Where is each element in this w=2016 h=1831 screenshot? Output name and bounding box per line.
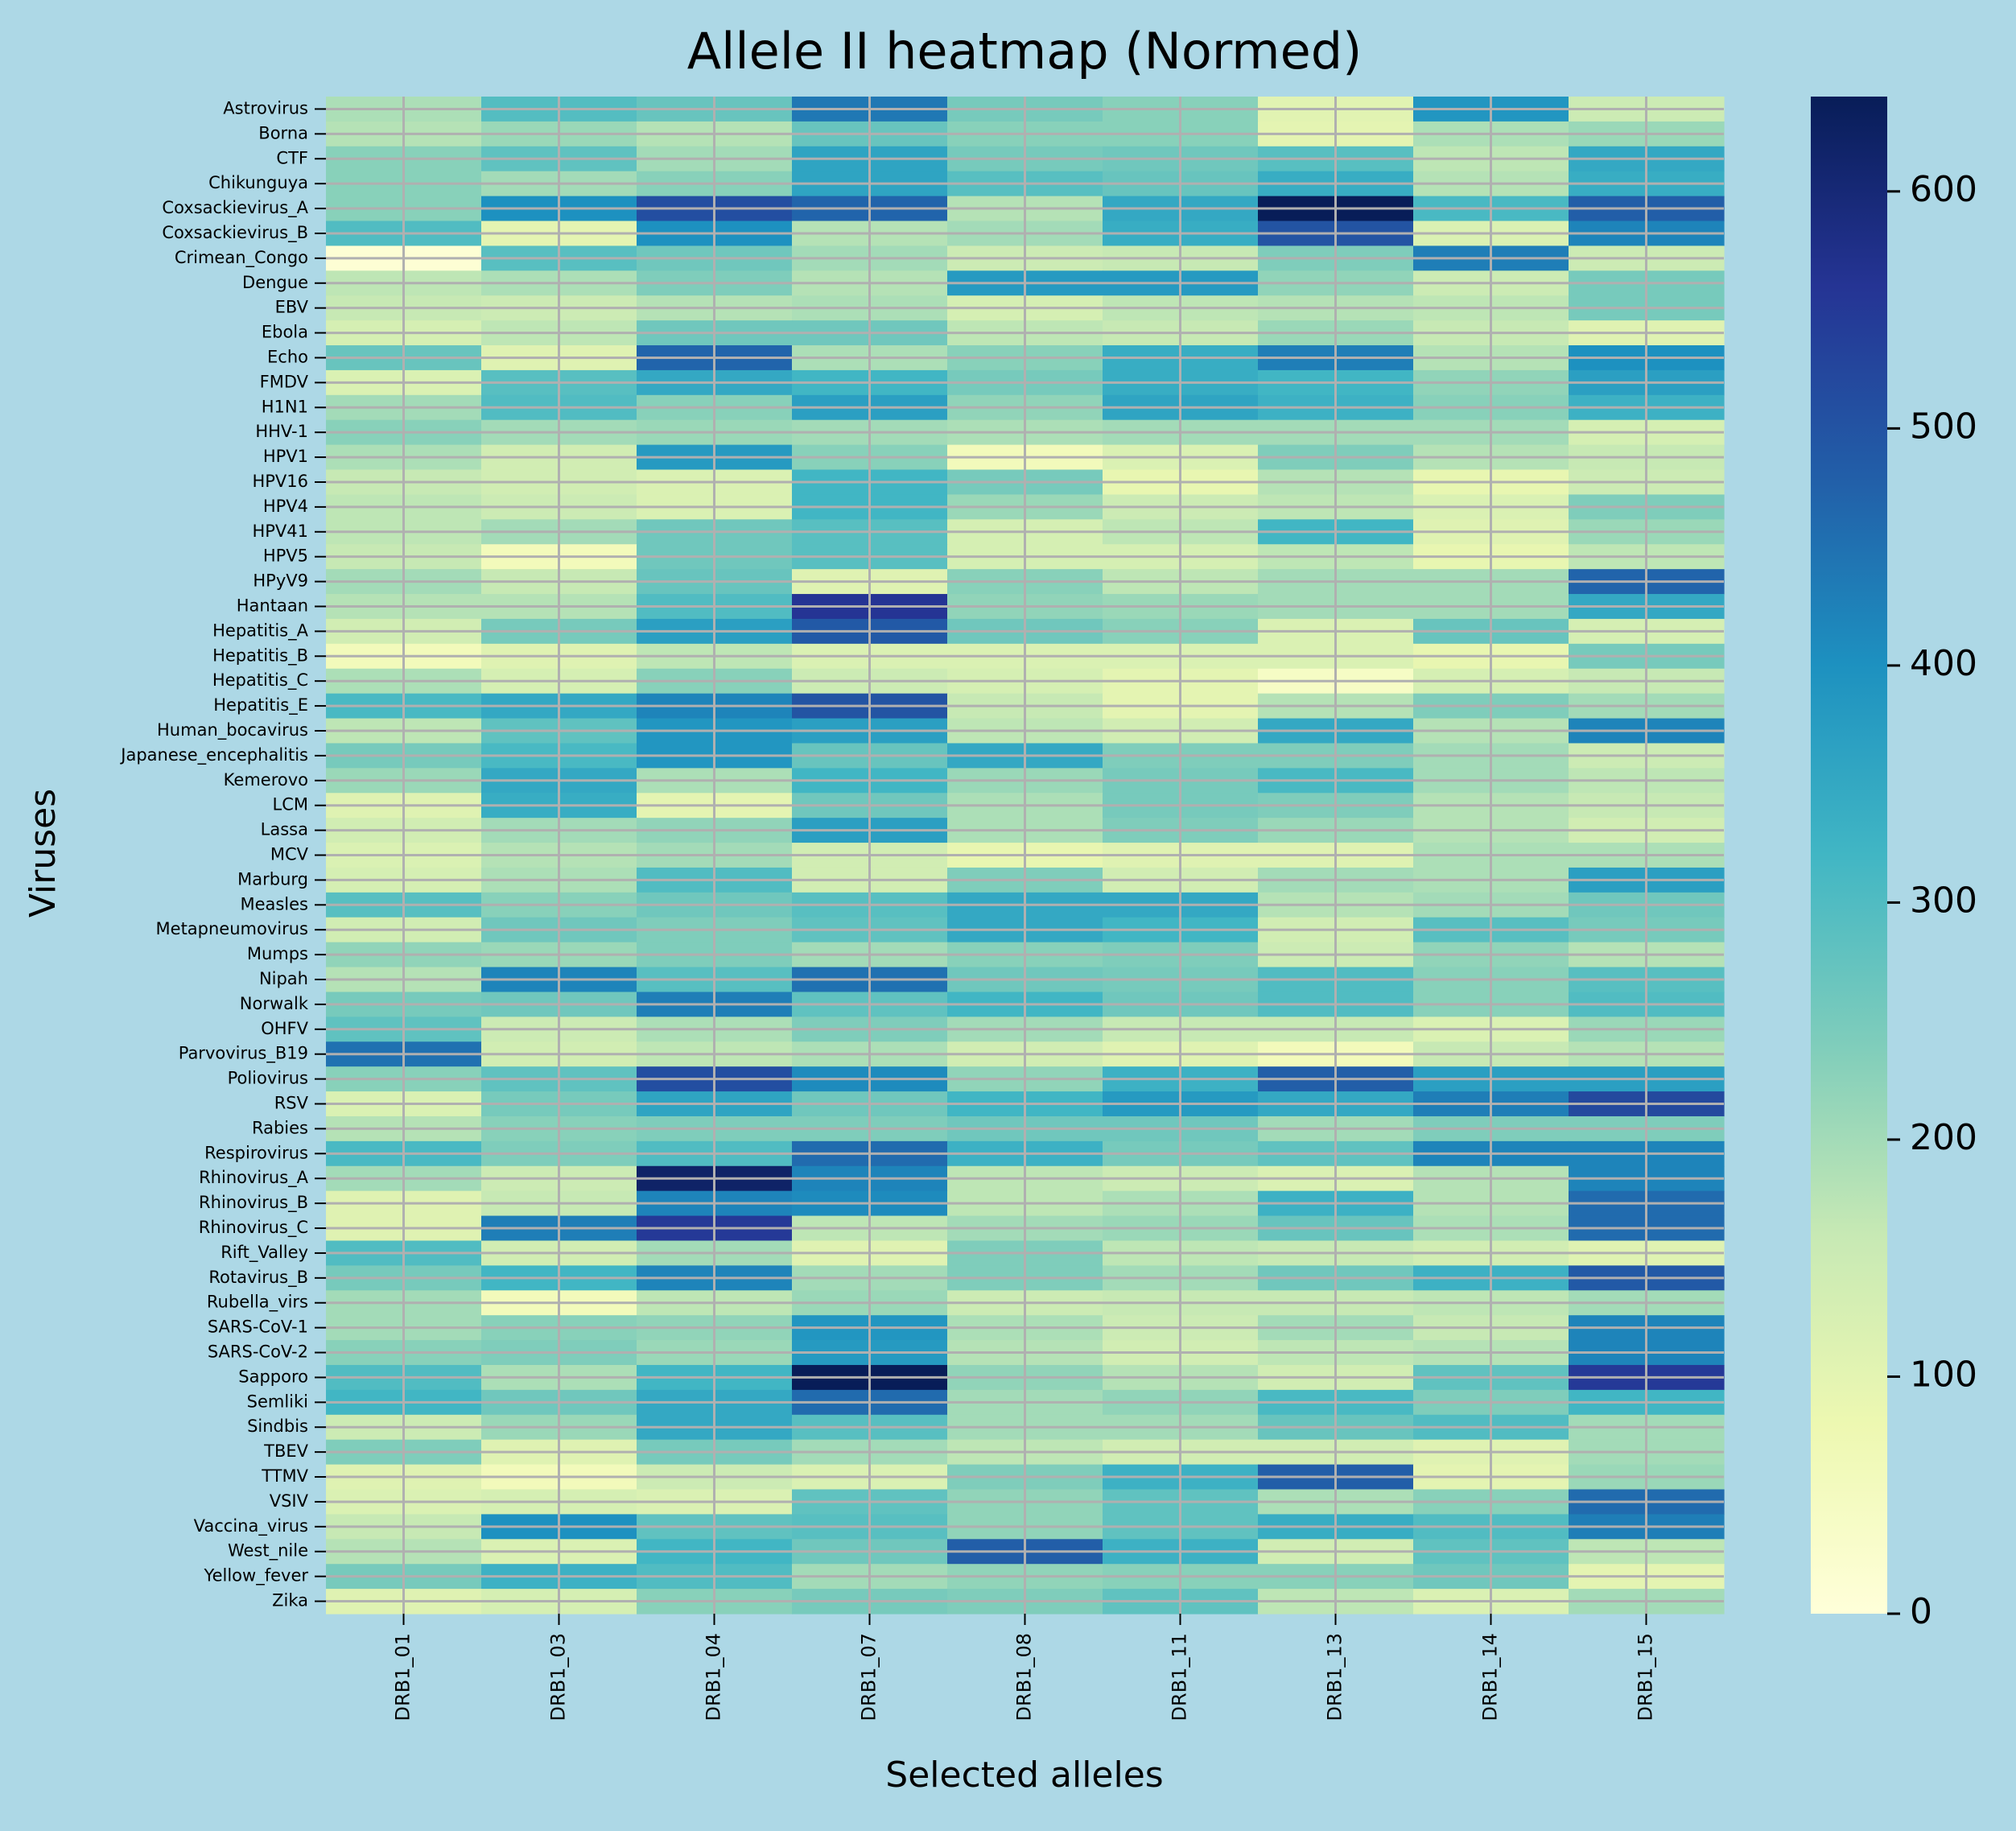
row-label: Norwalk [240, 994, 309, 1013]
row-label: Lassa [261, 820, 308, 839]
row-label: Ebola [262, 323, 308, 342]
y-axis-label: Viruses [23, 789, 64, 918]
row-label: H1N1 [262, 397, 308, 416]
column-label: DRB1_01 [392, 1633, 414, 1721]
row-label: SARS-CoV-1 [208, 1318, 308, 1337]
row-label: Rhinovirus_B [199, 1193, 308, 1213]
row-label: TBEV [263, 1441, 309, 1461]
row-label: HHV-1 [255, 422, 308, 441]
row-label: LCM [273, 795, 308, 814]
row-label: Semliki [247, 1392, 308, 1411]
row-label: Chikunguya [208, 173, 308, 192]
row-label: VSIV [270, 1491, 309, 1511]
row-label: MCV [270, 845, 309, 864]
row-label: HPV16 [252, 472, 308, 491]
row-label: FMDV [260, 372, 309, 391]
row-label: Borna [258, 123, 308, 142]
row-label: Coxsackievirus_A [162, 198, 308, 218]
row-label: Rubella_virs [207, 1293, 308, 1313]
column-label: DRB1_13 [1324, 1633, 1346, 1721]
x-axis-label: Selected alleles [885, 1755, 1163, 1796]
row-label: CTF [276, 148, 308, 167]
row-label: West_nile [228, 1541, 308, 1561]
row-label: HPV41 [252, 522, 308, 541]
row-label: OHFV [261, 1019, 308, 1038]
row-label: Astrovirus [223, 98, 308, 118]
row-label: RSV [274, 1094, 309, 1113]
row-label: Japanese_encephalitis [119, 745, 308, 765]
row-label: Coxsackievirus_B [162, 223, 308, 243]
column-label: DRB1_11 [1169, 1633, 1191, 1721]
row-label: Rabies [252, 1118, 308, 1137]
row-label: Sindbis [247, 1417, 308, 1436]
row-label: HPV1 [263, 447, 308, 466]
row-label: Hepatitis_E [213, 695, 308, 715]
colorbar-tick-label: 0 [1910, 1591, 1932, 1632]
colorbar-tick-label: 600 [1910, 169, 1977, 210]
row-label: Rhinovirus_C [199, 1218, 308, 1238]
row-label: Marburg [237, 869, 308, 889]
colorbar [1811, 97, 1887, 1614]
column-labels: DRB1_01 DRB1_03 DRB1_04 DRB1_07 DRB1_08 DRB1_… [392, 1614, 1657, 1721]
colorbar-ticks: 0 100 200 300 400 500 600 [1887, 169, 1977, 1632]
row-label: Zika [272, 1591, 308, 1610]
column-label: DRB1_14 [1479, 1633, 1502, 1721]
heatmap-gridlines [326, 97, 1724, 1614]
row-label: Nipah [259, 969, 308, 988]
column-label: DRB1_07 [858, 1633, 880, 1721]
colorbar-tick-label: 400 [1910, 643, 1977, 684]
row-label: TTMV [261, 1466, 308, 1486]
row-label: Human_bocavirus [157, 720, 308, 740]
row-label: HPV4 [263, 497, 308, 516]
colorbar-tick-label: 500 [1910, 406, 1977, 447]
row-label: Poliovirus [228, 1069, 308, 1088]
row-label: Metapneumovirus [156, 919, 308, 938]
row-label: Hantaan [237, 596, 308, 615]
column-label: DRB1_04 [703, 1633, 725, 1721]
row-label: Kemerovo [224, 770, 308, 790]
row-label: Rhinovirus_A [199, 1168, 309, 1188]
row-label: Measles [240, 894, 308, 913]
row-label: SARS-CoV-2 [208, 1342, 308, 1362]
row-label: Hepatitis_C [212, 670, 308, 691]
row-label: Crimean_Congo [175, 248, 308, 268]
chart-title: Allele II heatmap (Normed) [687, 22, 1363, 80]
column-label: DRB1_15 [1635, 1633, 1657, 1721]
row-label: Rotavirus_B [208, 1268, 308, 1288]
row-label: Hepatitis_B [212, 645, 308, 666]
row-labels: Astrovirus Borna CTF Chikunguya Coxsackievir… [119, 98, 326, 1610]
row-label: Yellow_fever [204, 1566, 309, 1586]
colorbar-tick-label: 200 [1910, 1117, 1977, 1158]
row-label: Parvovirus_B19 [179, 1044, 308, 1064]
row-label: EBV [275, 298, 309, 317]
colorbar-tick-label: 100 [1910, 1354, 1977, 1395]
row-label: Hepatitis_A [212, 621, 308, 641]
column-label: DRB1_08 [1013, 1633, 1036, 1721]
row-label: Rift_Valley [221, 1243, 308, 1263]
row-label: Respirovirus [204, 1143, 308, 1162]
row-label: HPV5 [263, 546, 308, 566]
row-label: Vaccina_virus [194, 1516, 308, 1536]
row-label: Echo [267, 347, 308, 366]
row-label: Dengue [242, 273, 308, 292]
colorbar-tick-label: 300 [1910, 880, 1977, 921]
column-label: DRB1_03 [547, 1633, 570, 1721]
row-label: Mumps [247, 944, 308, 963]
row-label: Sapporo [238, 1367, 308, 1386]
row-label: HPyV9 [253, 571, 308, 591]
